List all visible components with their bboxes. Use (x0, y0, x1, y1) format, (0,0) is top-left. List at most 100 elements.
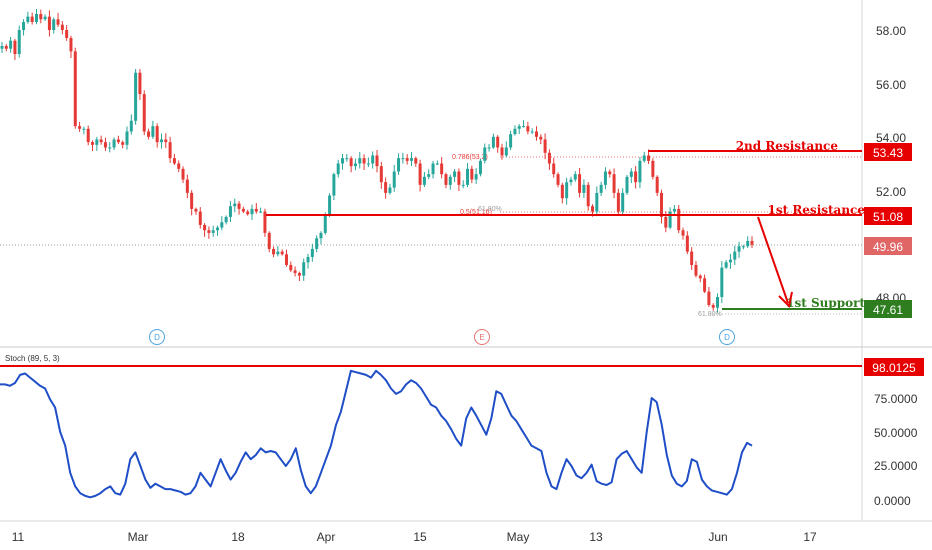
candle-body (362, 158, 366, 164)
candle-body (306, 256, 310, 263)
candle-body (228, 206, 232, 217)
candle-body (297, 272, 301, 276)
candle-body (65, 30, 69, 39)
candle-body (17, 30, 21, 55)
fib-label-05: 0.5(51.16) (460, 209, 492, 216)
candle-body (659, 192, 663, 217)
candle-body (315, 238, 319, 249)
candle-body (552, 163, 556, 175)
candle-body (375, 155, 379, 167)
stoch-tick-label: 50.0000 (874, 426, 918, 440)
candle-body (302, 262, 306, 276)
candle-body (409, 158, 413, 161)
candle-body (414, 158, 418, 164)
candle-body (578, 174, 582, 193)
candle-body (483, 147, 487, 161)
candle-body (612, 174, 616, 193)
first-resistance-badge (864, 207, 912, 225)
candle-body (694, 264, 698, 276)
candle-body (599, 184, 603, 193)
candle-body (276, 251, 280, 255)
candle-body (444, 174, 448, 185)
candle-body (103, 142, 107, 148)
candle-body (73, 51, 77, 127)
candle-body (328, 195, 332, 215)
candle-body (560, 184, 564, 199)
last-price-value: 49.96 (873, 240, 903, 254)
x-tick-label: 15 (413, 530, 427, 544)
stoch-level-value: 98.0125 (872, 361, 916, 375)
candle-body (190, 192, 194, 209)
candle-body (52, 19, 56, 30)
candle-body (60, 24, 64, 30)
candle-body (207, 230, 211, 233)
candle-body (500, 147, 504, 156)
candle-body (30, 16, 34, 22)
candle-body (703, 278, 707, 292)
candle-body (591, 206, 595, 212)
event-marker-label: E (479, 333, 484, 342)
candle-body (366, 163, 370, 165)
x-tick-label: Mar (128, 530, 149, 544)
candle-body (461, 184, 465, 186)
x-tick-label: 11 (12, 530, 25, 544)
y-tick-label: 52.00 (876, 185, 906, 199)
candle-body (353, 163, 357, 167)
candle-body (95, 139, 99, 145)
candle-body (539, 136, 543, 140)
candle-body (474, 174, 478, 180)
candle-body (121, 142, 125, 145)
candle-body (543, 139, 547, 153)
candle-body (595, 192, 599, 212)
candle-body (259, 211, 263, 213)
candle-body (608, 171, 612, 175)
candle-body (289, 264, 293, 271)
y-tick-label: 54.00 (876, 131, 906, 145)
candle-body (246, 211, 250, 215)
candle-body (616, 192, 620, 212)
candle-body (168, 142, 172, 159)
candle-body (293, 270, 297, 273)
event-marker-e[interactable]: E (474, 329, 490, 345)
candle-body (134, 72, 138, 121)
candle-body (440, 163, 444, 175)
event-marker-label: D (154, 333, 160, 342)
event-marker-d2[interactable]: D (719, 329, 735, 345)
candle-body (267, 232, 271, 249)
stoch-line (0, 369, 753, 499)
candle-body (466, 168, 470, 185)
candle-body (237, 203, 241, 209)
candle-body (177, 163, 181, 169)
candle-body (422, 176, 426, 185)
candle-body (478, 160, 482, 175)
last-price-badge (864, 237, 912, 255)
candle-body (457, 171, 461, 185)
candle-body (582, 184, 586, 193)
fib-label-786: 0.786(53.2) (452, 154, 488, 161)
candle-body (185, 179, 189, 193)
fib-label-618: 61.80% (478, 206, 502, 213)
candlestick-series (0, 9, 754, 313)
stoch-tick-label: 25.0000 (874, 459, 918, 473)
candle-body (642, 155, 646, 161)
first-support-badge (864, 300, 912, 318)
candle-body (172, 158, 176, 164)
candle-body (431, 163, 435, 175)
candle-body (470, 168, 474, 180)
candle-body (91, 142, 95, 145)
candle-body (672, 208, 676, 212)
candle-body (741, 246, 745, 248)
candle-body (254, 208, 258, 212)
candle-body (125, 131, 129, 145)
second-resistance-label: 2nd Resistance (736, 139, 839, 153)
projection-arrow-head-icon (778, 291, 793, 309)
candle-body (379, 166, 383, 183)
candle-body (220, 222, 224, 228)
candle-body (358, 158, 362, 164)
candle-body (526, 126, 530, 132)
candle-body (565, 182, 569, 199)
candle-body (720, 267, 724, 297)
event-marker-d1[interactable]: D (149, 329, 165, 345)
candle-body (203, 224, 207, 231)
